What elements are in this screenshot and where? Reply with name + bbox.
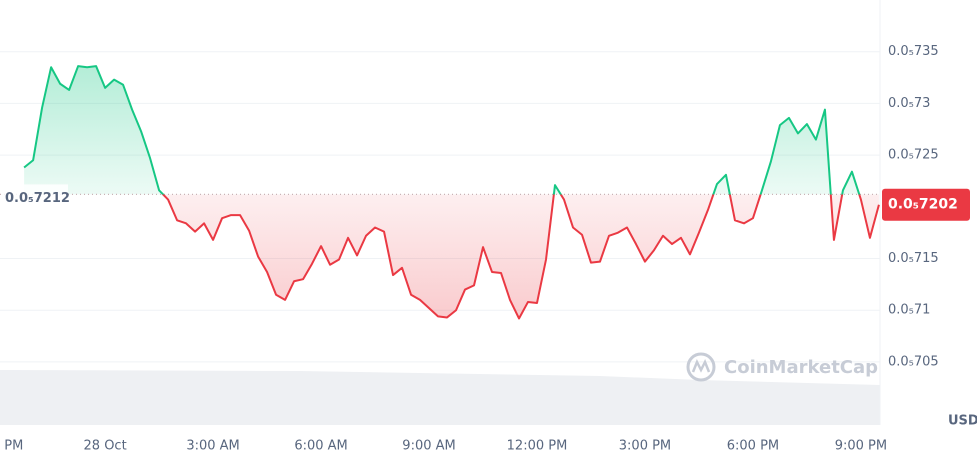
current-price-badge <box>882 188 970 221</box>
reference-label-bg <box>2 184 68 205</box>
current-price-label: 0.0₅7202 <box>888 197 958 213</box>
y-tick-label: 0.0₅73 <box>888 96 930 111</box>
x-tick-label: 9:00 PM <box>0 439 23 454</box>
watermark-text: CoinMarketCap <box>724 357 878 378</box>
x-tick-label: 9:00 AM <box>402 439 455 454</box>
price-area <box>24 66 879 319</box>
volume-area <box>0 370 880 425</box>
y-tick-label: 0.0₅71 <box>888 303 930 318</box>
x-tick-label: 3:00 AM <box>186 439 239 454</box>
x-tick-label: 6:00 PM <box>727 439 779 454</box>
watermark: CoinMarketCap <box>686 352 878 382</box>
y-tick-label: 0.0₅735 <box>888 44 939 59</box>
x-tick-label: 9:00 PM <box>835 439 887 454</box>
x-tick-label: 12:00 PM <box>507 439 568 454</box>
x-tick-label: 6:00 AM <box>294 439 347 454</box>
price-line <box>23 65 880 320</box>
y-tick-label: 0.0₅725 <box>888 148 939 163</box>
watermark-logo <box>686 352 716 382</box>
currency-label: USD <box>948 414 977 429</box>
y-tick-label: 0.0₅705 <box>888 354 939 369</box>
reference-label: 0.0₅7212 <box>5 191 70 206</box>
x-tick-label: 3:00 PM <box>619 439 671 454</box>
y-tick-label: 0.0₅715 <box>888 251 939 266</box>
x-tick-label: 28 Oct <box>84 439 127 454</box>
watermark-logo-mark <box>691 358 711 373</box>
